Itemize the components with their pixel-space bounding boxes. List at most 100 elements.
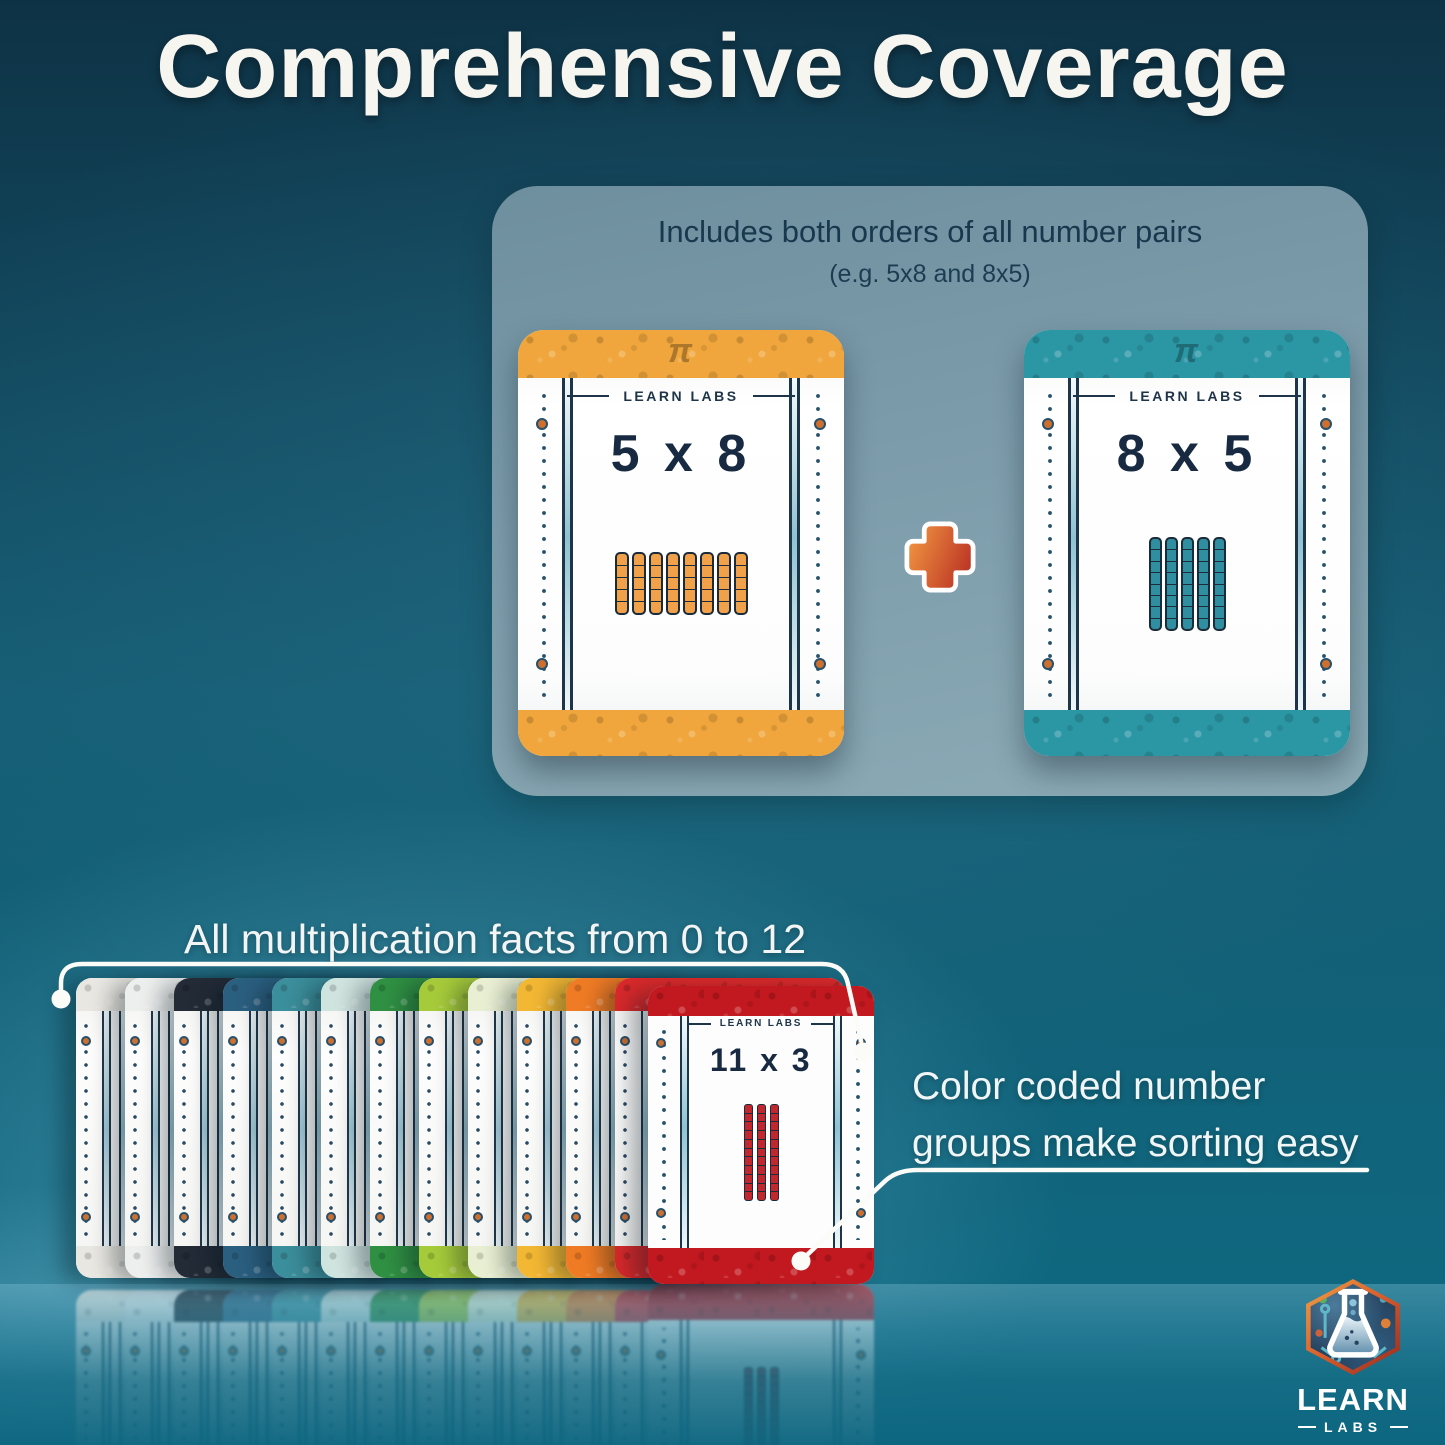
dot-column (1046, 390, 1054, 698)
block-cell (718, 554, 729, 565)
card-bottom-band (518, 710, 844, 756)
note-line-2: groups make sorting easy (912, 1122, 1359, 1165)
block-array-11x3 (648, 1104, 874, 1201)
card-top-band (648, 986, 874, 1016)
block-cell (701, 601, 712, 613)
block-cell (1166, 617, 1176, 629)
panel-subheading: (e.g. 5x8 and 8x5) (829, 260, 1031, 288)
block-cell (1150, 594, 1160, 607)
fact-8x5: 8 x 5 (1116, 425, 1258, 483)
block-cell (1198, 583, 1208, 595)
block-cell (770, 1191, 778, 1200)
block-cell (616, 577, 627, 589)
accent-dot (179, 1036, 189, 1046)
accent-dot (620, 1212, 630, 1222)
block-cell (744, 1173, 752, 1183)
card-brand: LEARN LABS (1024, 388, 1350, 404)
block-cell (1166, 560, 1176, 573)
logo-subname: LABS (1290, 1419, 1416, 1435)
accent-dot (424, 1036, 434, 1046)
fan-caption: All multiplication facts from 0 to 12 (183, 916, 807, 962)
learn-labs-logo: LEARN LABS (1290, 1279, 1416, 1435)
block-cell (1198, 549, 1208, 561)
accent-dot (326, 1212, 336, 1222)
card-stripe (298, 1011, 307, 1246)
accent-dot (179, 1212, 189, 1222)
accent-dot (814, 658, 826, 670)
block-cell (1214, 583, 1224, 595)
flashcard-11x3: LEARN LABS 11 x 3 (648, 986, 874, 1284)
accent-dot (277, 1212, 287, 1222)
block-cell (735, 601, 746, 613)
block-cell (650, 554, 661, 565)
block-cell (718, 601, 729, 613)
accent-dot (571, 1036, 581, 1046)
card-stripe (151, 1011, 160, 1246)
dot-column (474, 1020, 482, 1236)
block-cell (1150, 583, 1160, 595)
dot-column (540, 390, 548, 698)
block-column (716, 552, 731, 615)
dot-column (1320, 390, 1328, 698)
accent-dot (536, 658, 548, 670)
block-cell (1214, 539, 1224, 550)
panel-heading: Includes both orders of all number pairs (657, 214, 1203, 249)
accent-dot (1320, 418, 1332, 430)
block-column (682, 552, 697, 615)
block-cell (684, 589, 695, 601)
block-cell (770, 1156, 778, 1166)
block-cell (684, 601, 695, 613)
dot-column (572, 1020, 580, 1236)
block-cell (770, 1138, 778, 1148)
block-cell (1214, 617, 1224, 629)
block-cell (744, 1112, 752, 1122)
block-cell (735, 554, 746, 565)
flashcard-8x5: π LEARN LABS 8 x 5 (1024, 330, 1350, 756)
block-column (769, 1104, 779, 1201)
block-column (1164, 537, 1178, 631)
block-cell (1182, 617, 1192, 629)
dot-column (180, 1020, 188, 1236)
card-stripe (102, 1011, 111, 1246)
block-cell (1198, 617, 1208, 629)
block-cell (757, 1105, 765, 1113)
block-cell (770, 1130, 778, 1139)
pi-icon: π (667, 332, 693, 370)
card-stripe (789, 378, 800, 710)
block-column (614, 552, 629, 615)
block-cell (1182, 572, 1192, 584)
reflection-overlay (0, 1284, 1445, 1445)
dot-column (523, 1020, 531, 1236)
block-cell (744, 1182, 752, 1192)
accent-dot (571, 1212, 581, 1222)
block-cell (701, 565, 712, 577)
card-stripe (833, 1016, 842, 1248)
block-cell (1198, 594, 1208, 607)
accent-dot (522, 1212, 532, 1222)
accent-dot (228, 1036, 238, 1046)
dot-column (229, 1020, 237, 1236)
block-cell (718, 589, 729, 601)
accent-dot (656, 1208, 666, 1218)
block-array-5x8 (518, 552, 844, 615)
block-cell (744, 1105, 752, 1113)
block-cell (1150, 617, 1160, 629)
block-cell (616, 601, 627, 613)
fact-11x3: 11 x 3 (709, 1042, 813, 1078)
block-cell (1150, 549, 1160, 561)
block-cell (1182, 549, 1192, 561)
accent-dot (473, 1212, 483, 1222)
accent-dot (536, 418, 548, 430)
block-cell (744, 1156, 752, 1166)
block-cell (1214, 549, 1224, 561)
card-stripe (445, 1011, 454, 1246)
block-cell (1214, 572, 1224, 584)
block-column (1212, 537, 1226, 631)
block-cell (650, 589, 661, 601)
card-top-band: π (518, 330, 844, 378)
block-cell (1214, 594, 1224, 607)
block-cell (701, 589, 712, 601)
block-cell (1166, 583, 1176, 595)
accent-dot (375, 1036, 385, 1046)
block-cell (701, 554, 712, 565)
